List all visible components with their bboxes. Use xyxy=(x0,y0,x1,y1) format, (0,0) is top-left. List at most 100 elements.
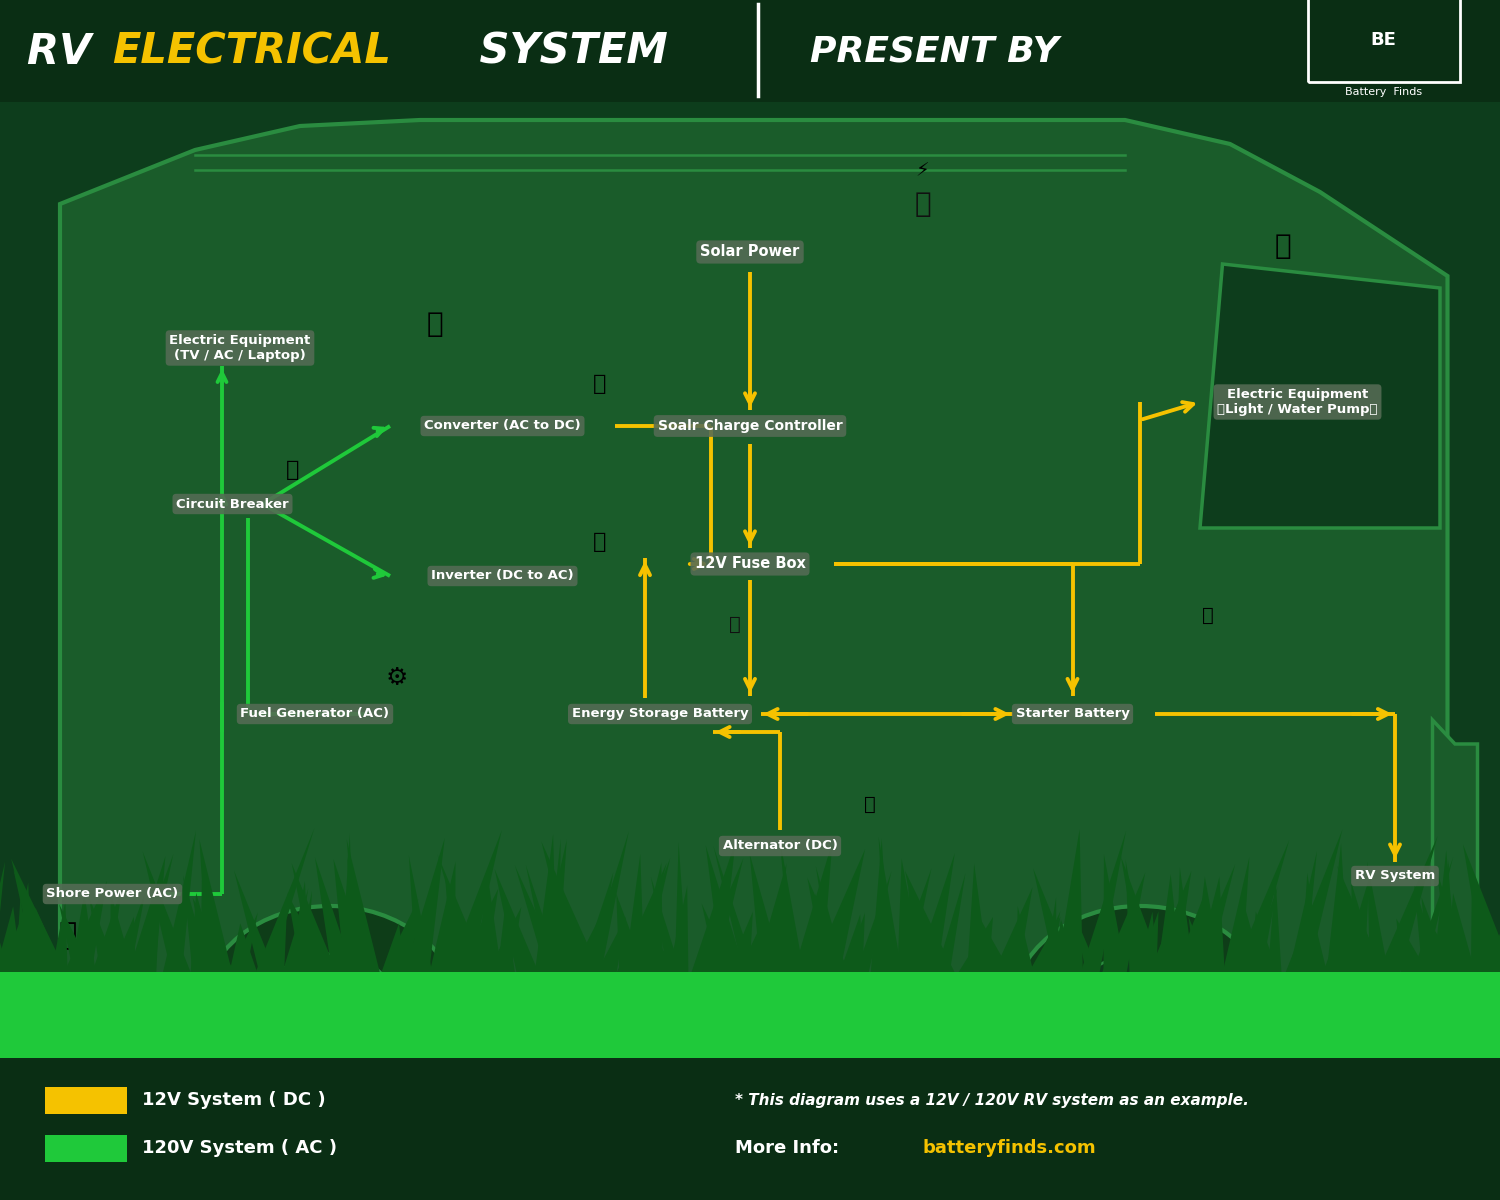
Polygon shape xyxy=(1029,917,1060,972)
Polygon shape xyxy=(543,905,566,972)
Polygon shape xyxy=(1323,900,1352,972)
FancyBboxPatch shape xyxy=(0,972,1500,1062)
Polygon shape xyxy=(498,906,514,972)
Polygon shape xyxy=(597,917,626,972)
Polygon shape xyxy=(646,923,676,972)
Polygon shape xyxy=(130,854,174,972)
Polygon shape xyxy=(438,854,488,972)
Text: 💡: 💡 xyxy=(1274,232,1292,260)
Polygon shape xyxy=(902,882,920,972)
Polygon shape xyxy=(1246,888,1278,972)
Circle shape xyxy=(1072,954,1208,1062)
Polygon shape xyxy=(117,889,146,972)
Polygon shape xyxy=(230,912,258,972)
Polygon shape xyxy=(1368,862,1389,972)
Polygon shape xyxy=(1137,911,1158,972)
Polygon shape xyxy=(1190,864,1234,972)
Polygon shape xyxy=(1222,857,1250,972)
Polygon shape xyxy=(1240,902,1263,972)
Polygon shape xyxy=(909,888,934,972)
Text: 🔋: 🔋 xyxy=(1202,606,1214,625)
Polygon shape xyxy=(1120,857,1164,972)
Text: batteryfinds.com: batteryfinds.com xyxy=(922,1140,1096,1157)
Polygon shape xyxy=(140,900,159,972)
Text: Circuit Breaker: Circuit Breaker xyxy=(176,498,290,510)
Polygon shape xyxy=(1250,912,1278,972)
Polygon shape xyxy=(315,857,354,972)
Text: PRESENT BY: PRESENT BY xyxy=(810,35,1059,68)
Text: More Info:: More Info: xyxy=(735,1140,846,1157)
Text: 12V Fuse Box: 12V Fuse Box xyxy=(694,557,806,571)
Polygon shape xyxy=(855,871,891,972)
Polygon shape xyxy=(897,859,922,972)
Polygon shape xyxy=(333,859,372,972)
Polygon shape xyxy=(1462,845,1500,972)
Polygon shape xyxy=(294,890,312,972)
Polygon shape xyxy=(968,864,988,972)
Polygon shape xyxy=(129,856,165,972)
Text: 🔋: 🔋 xyxy=(864,794,876,814)
Polygon shape xyxy=(0,906,21,972)
Polygon shape xyxy=(1137,912,1158,972)
Polygon shape xyxy=(651,877,681,972)
Polygon shape xyxy=(1056,829,1083,972)
Polygon shape xyxy=(807,877,849,972)
Polygon shape xyxy=(10,859,66,972)
Polygon shape xyxy=(1234,920,1252,972)
Polygon shape xyxy=(669,886,688,972)
Text: Converter (AC to DC): Converter (AC to DC) xyxy=(424,420,580,432)
Polygon shape xyxy=(936,874,966,972)
Polygon shape xyxy=(288,893,328,972)
Circle shape xyxy=(202,906,458,1110)
FancyBboxPatch shape xyxy=(45,1087,128,1114)
Polygon shape xyxy=(190,893,219,972)
Polygon shape xyxy=(192,898,234,972)
Circle shape xyxy=(262,954,398,1062)
Polygon shape xyxy=(871,839,889,972)
Polygon shape xyxy=(794,841,832,972)
Text: Battery  Finds: Battery Finds xyxy=(1346,88,1422,97)
Polygon shape xyxy=(840,914,862,972)
Polygon shape xyxy=(754,864,786,972)
Polygon shape xyxy=(1149,871,1191,972)
Polygon shape xyxy=(904,871,954,972)
Polygon shape xyxy=(282,888,308,972)
Polygon shape xyxy=(10,882,32,972)
Polygon shape xyxy=(750,853,783,972)
Polygon shape xyxy=(0,914,9,972)
Polygon shape xyxy=(70,893,96,972)
FancyBboxPatch shape xyxy=(0,102,1500,1044)
Text: 🔋: 🔋 xyxy=(286,461,298,480)
Polygon shape xyxy=(92,887,122,972)
Polygon shape xyxy=(447,830,503,972)
FancyBboxPatch shape xyxy=(0,0,1500,102)
Polygon shape xyxy=(1396,919,1428,972)
Polygon shape xyxy=(634,863,663,972)
Polygon shape xyxy=(1176,868,1194,972)
Text: 12V System ( DC ): 12V System ( DC ) xyxy=(142,1092,326,1109)
Polygon shape xyxy=(1305,901,1328,972)
Polygon shape xyxy=(1044,898,1056,972)
Text: 🔋: 🔋 xyxy=(594,533,606,552)
Polygon shape xyxy=(1432,720,1478,1002)
Polygon shape xyxy=(549,871,573,972)
Polygon shape xyxy=(514,865,562,972)
Polygon shape xyxy=(1034,869,1076,972)
Text: ⬛: ⬛ xyxy=(914,190,932,218)
Polygon shape xyxy=(1233,840,1290,972)
Polygon shape xyxy=(458,888,498,972)
Polygon shape xyxy=(164,830,196,972)
Polygon shape xyxy=(1341,892,1358,972)
Polygon shape xyxy=(430,862,456,972)
Polygon shape xyxy=(340,834,356,972)
Text: Fuel Generator (AC): Fuel Generator (AC) xyxy=(240,708,390,720)
Polygon shape xyxy=(546,839,561,972)
Polygon shape xyxy=(616,863,668,972)
Polygon shape xyxy=(382,916,411,972)
Text: 📺: 📺 xyxy=(426,310,444,338)
Polygon shape xyxy=(60,120,1448,1002)
Text: 🔋: 🔋 xyxy=(594,374,606,394)
Polygon shape xyxy=(702,904,734,972)
Polygon shape xyxy=(1341,878,1370,972)
Polygon shape xyxy=(15,896,30,972)
